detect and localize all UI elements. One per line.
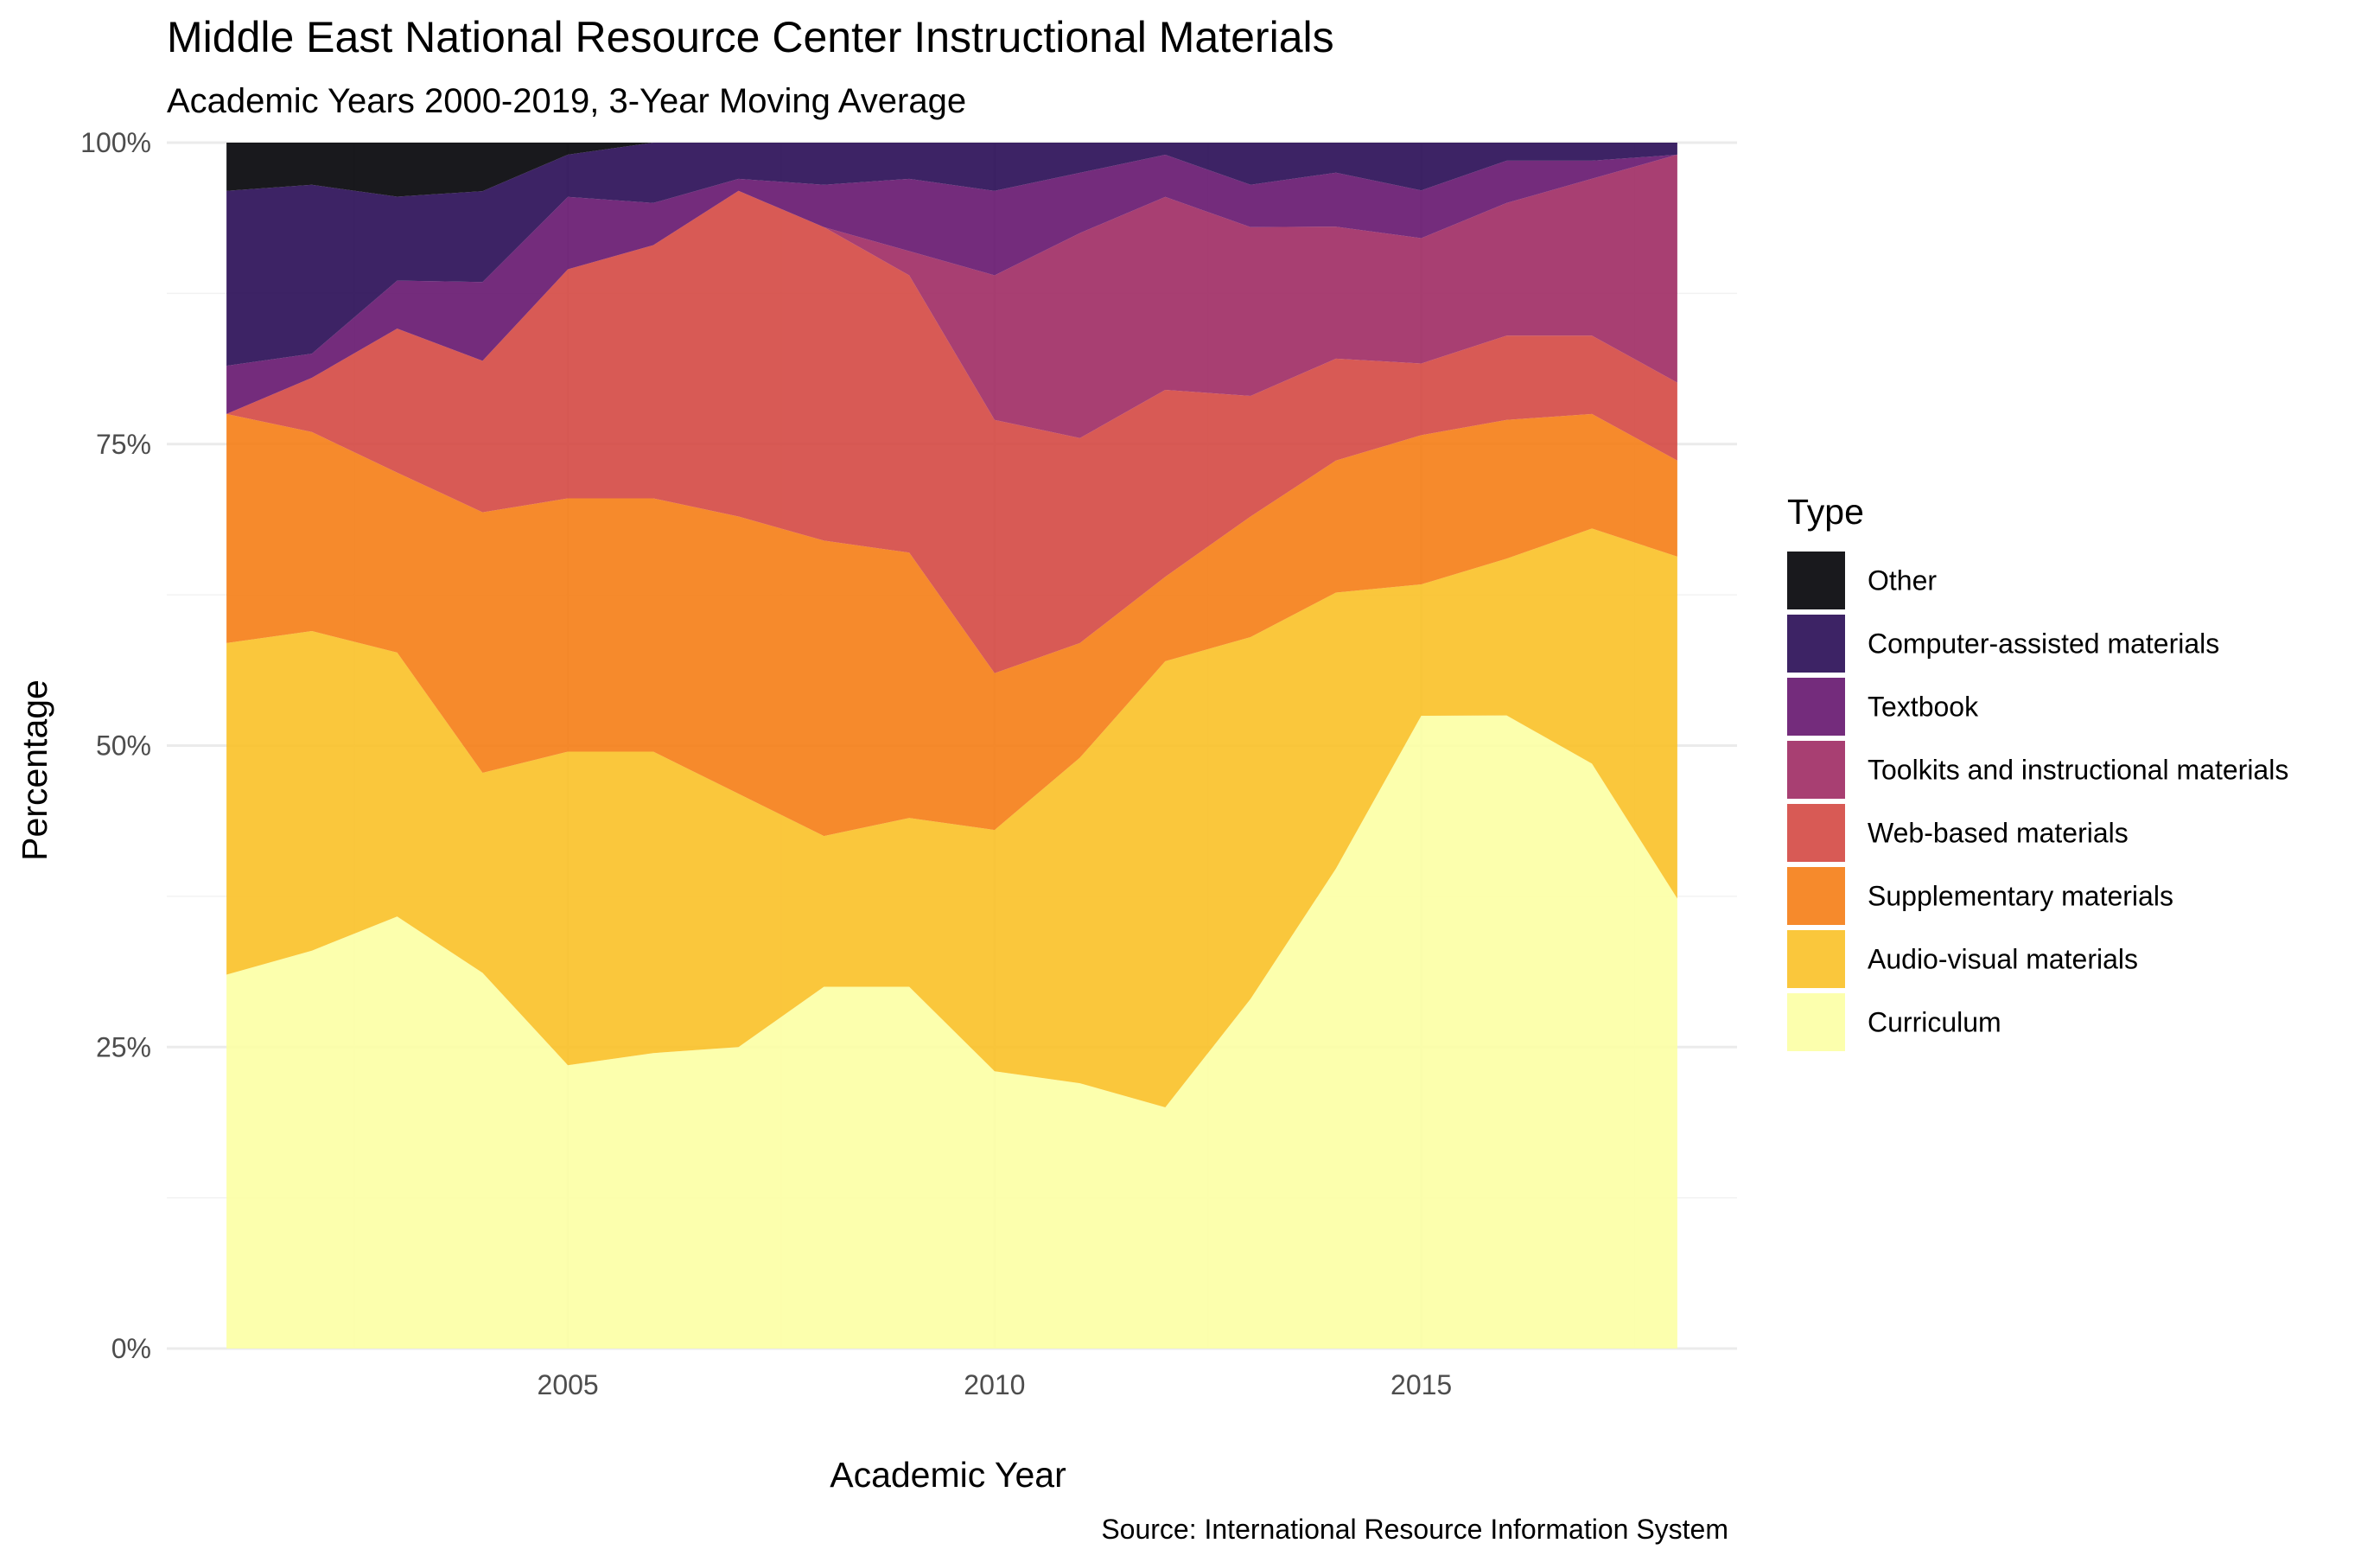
legend-key-computer-assisted-materials [1787, 615, 1845, 673]
legend-key-toolkits-and-instructional-materials [1787, 741, 1845, 799]
area-web-based-materials [226, 190, 1677, 673]
chart-title: Middle East National Resource Center Ins… [167, 13, 1334, 61]
stacked-areas [226, 143, 1677, 1349]
chart-caption: Source: International Resource Informati… [1101, 1514, 1728, 1545]
x-axis-ticks: 2005 2010 2015 [538, 1369, 1453, 1400]
legend-label-audio-visual-materials: Audio-visual materials [1868, 944, 2138, 975]
x-tick-label: 2015 [1390, 1369, 1452, 1400]
y-tick-label: 100% [80, 127, 151, 158]
legend-key-textbook [1787, 678, 1845, 736]
legend-item-other: Other [1787, 552, 1937, 609]
legend-label-curriculum: Curriculum [1868, 1007, 2001, 1038]
legend-key-curriculum [1787, 993, 1845, 1051]
chart-subtitle: Academic Years 2000-2019, 3-Year Moving … [167, 82, 966, 120]
y-tick-label: 75% [96, 429, 151, 460]
x-tick-label: 2005 [538, 1369, 599, 1400]
legend-key-supplementary-materials [1787, 867, 1845, 925]
area-textbook [226, 154, 1677, 414]
area-computer-assisted-materials [226, 143, 1677, 367]
area-audio-visual-materials [226, 528, 1677, 1107]
legend-item-web-based-materials: Web-based materials [1787, 804, 2129, 862]
legend-label-textbook: Textbook [1868, 692, 1979, 723]
legend-item-textbook: Textbook [1787, 678, 1979, 736]
x-axis-title: Academic Year [830, 1455, 1066, 1495]
legend-label-computer-assisted-materials: Computer-assisted materials [1868, 628, 2219, 660]
area-supplementary-materials [226, 413, 1677, 837]
y-axis-title: Percentage [15, 679, 54, 861]
y-tick-label: 50% [96, 730, 151, 762]
legend: Other Computer-assisted materials Textbook… [1787, 552, 2288, 1051]
legend-item-curriculum: Curriculum [1787, 993, 2001, 1051]
legend-label-supplementary-materials: Supplementary materials [1868, 881, 2173, 912]
y-axis-ticks: 0% 25% 50% 75% 100% [80, 127, 151, 1364]
area-curriculum [226, 715, 1677, 1349]
legend-item-audio-visual-materials: Audio-visual materials [1787, 930, 2138, 988]
x-tick-label: 2010 [964, 1369, 1025, 1400]
area-other [226, 143, 1677, 197]
legend-label-other: Other [1868, 565, 1937, 596]
legend-key-audio-visual-materials [1787, 930, 1845, 988]
y-tick-label: 0% [111, 1333, 151, 1364]
y-tick-label: 25% [96, 1031, 151, 1062]
legend-item-computer-assisted-materials: Computer-assisted materials [1787, 615, 2219, 673]
legend-key-other [1787, 552, 1845, 609]
legend-item-supplementary-materials: Supplementary materials [1787, 867, 2173, 925]
legend-label-web-based-materials: Web-based materials [1868, 818, 2129, 849]
legend-item-toolkits-and-instructional-materials: Toolkits and instructional materials [1787, 741, 2288, 799]
legend-key-web-based-materials [1787, 804, 1845, 862]
area-toolkits-and-instructional-materials [226, 154, 1677, 438]
legend-title: Type [1787, 492, 1864, 532]
legend-label-toolkits-and-instructional-materials: Toolkits and instructional materials [1868, 755, 2288, 786]
